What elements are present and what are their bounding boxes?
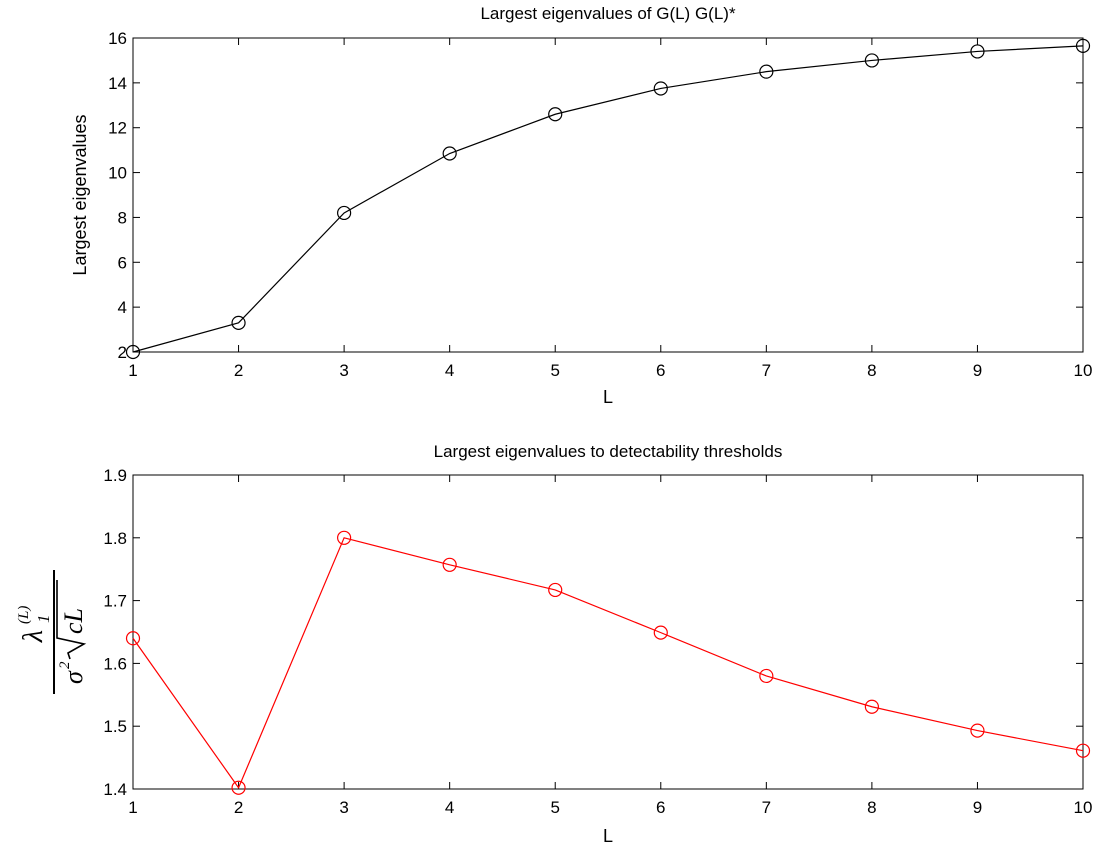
y-tick-label: 10 bbox=[108, 164, 127, 183]
x-tick-label: 4 bbox=[445, 798, 454, 817]
y-tick-label: 1.4 bbox=[103, 780, 127, 799]
data-point bbox=[759, 668, 774, 684]
y-tick-label: 6 bbox=[118, 253, 127, 272]
x-axis-label: L bbox=[603, 826, 613, 846]
x-axis-label: L bbox=[603, 387, 613, 407]
x-tick-label: 10 bbox=[1074, 361, 1093, 380]
data-point bbox=[442, 146, 457, 161]
svg-text:1: 1 bbox=[34, 615, 53, 624]
x-tick-label: 2 bbox=[234, 798, 243, 817]
data-point bbox=[864, 53, 879, 68]
data-point bbox=[970, 723, 985, 738]
svg-text:cL: cL bbox=[59, 608, 88, 634]
data-point bbox=[1075, 743, 1091, 758]
data-point bbox=[653, 625, 668, 640]
data-point bbox=[759, 64, 774, 79]
svg-text:2: 2 bbox=[57, 661, 73, 669]
y-tick-label: 14 bbox=[108, 74, 127, 93]
x-tick-label: 9 bbox=[973, 361, 982, 380]
y-axis-label: λ 1 (L) σ 2 cL bbox=[16, 570, 88, 694]
series-group bbox=[125, 530, 1091, 795]
plot-frame bbox=[132, 37, 1084, 353]
data-point bbox=[231, 780, 246, 795]
y-tick-label: 8 bbox=[118, 208, 127, 227]
x-tick-label: 3 bbox=[339, 361, 348, 380]
x-tick-label: 9 bbox=[973, 798, 982, 817]
data-point bbox=[548, 582, 563, 598]
data-point bbox=[337, 205, 352, 221]
tick-labels: 1 2 3 4 5 6 7 8 9 10 1.4 1.5 1.6 1.7 1.8 1.9 bbox=[103, 466, 1092, 817]
y-tick-label: 12 bbox=[108, 119, 127, 138]
data-point bbox=[864, 699, 879, 714]
svg-text:(L): (L) bbox=[16, 606, 32, 624]
data-point bbox=[970, 44, 985, 59]
x-tick-label: 6 bbox=[656, 798, 665, 817]
axis-ticks bbox=[132, 474, 1084, 790]
x-tick-label: 5 bbox=[550, 798, 559, 817]
svg-text:λ: λ bbox=[18, 630, 49, 643]
chart-title: Largest eigenvalues of G(L) G(L)* bbox=[480, 4, 736, 23]
chart-thresholds: Largest eigenvalues to detectability thr… bbox=[16, 442, 1092, 846]
x-tick-label: 8 bbox=[867, 361, 876, 380]
series-group bbox=[125, 38, 1091, 360]
x-tick-label: 10 bbox=[1074, 798, 1093, 817]
y-tick-label: 4 bbox=[118, 298, 127, 317]
x-tick-label: 1 bbox=[128, 361, 137, 380]
x-tick-label: 7 bbox=[762, 798, 771, 817]
data-point bbox=[1075, 38, 1091, 53]
data-point bbox=[337, 530, 352, 545]
series-line bbox=[132, 45, 1084, 353]
y-tick-label: 2 bbox=[118, 343, 127, 362]
x-tick-label: 5 bbox=[550, 361, 559, 380]
data-point bbox=[125, 631, 141, 646]
plot-frame bbox=[132, 474, 1084, 790]
axis-ticks bbox=[132, 37, 1084, 353]
y-axis-label: Largest eigenvalues bbox=[70, 114, 90, 275]
x-tick-label: 8 bbox=[867, 798, 876, 817]
svg-text:σ: σ bbox=[59, 670, 88, 684]
y-tick-label: 1.6 bbox=[103, 654, 127, 673]
x-tick-label: 3 bbox=[339, 798, 348, 817]
x-tick-label: 1 bbox=[128, 798, 137, 817]
y-tick-label: 1.9 bbox=[103, 466, 127, 485]
x-tick-label: 7 bbox=[762, 361, 771, 380]
y-tick-label: 1.7 bbox=[103, 592, 127, 611]
series-line bbox=[132, 537, 1084, 789]
data-point bbox=[231, 315, 246, 330]
chart-title: Largest eigenvalues to detectability thr… bbox=[434, 442, 783, 461]
data-point bbox=[125, 344, 141, 360]
data-point bbox=[442, 557, 457, 572]
y-tick-label: 1.8 bbox=[103, 529, 127, 548]
x-tick-label: 2 bbox=[234, 361, 243, 380]
data-point bbox=[548, 107, 563, 122]
x-tick-label: 6 bbox=[656, 361, 665, 380]
x-tick-label: 4 bbox=[445, 361, 454, 380]
y-tick-label: 1.5 bbox=[103, 717, 127, 736]
data-point bbox=[653, 81, 668, 96]
y-tick-label: 16 bbox=[108, 29, 127, 48]
